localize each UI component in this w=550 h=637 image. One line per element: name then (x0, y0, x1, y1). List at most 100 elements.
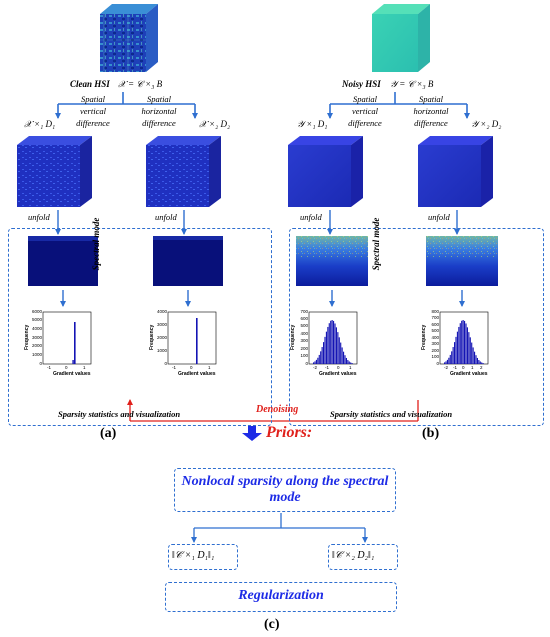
axis-tick-label: 400 (431, 334, 439, 340)
regularization-text: Regularization (238, 588, 324, 603)
noisy-grad-v-label: 𝒴 ×₁ D₁ (297, 119, 328, 129)
hist-bar (448, 357, 450, 364)
axis-tick-label: 6000 (31, 308, 42, 314)
panel-label-a: (a) (100, 426, 117, 441)
axis-tick-label: 300 (300, 338, 308, 344)
hist-bar (313, 362, 315, 364)
axis-tick-label: 1 (349, 365, 352, 370)
axis-tick-label: 0 (65, 365, 68, 370)
nonlocal-sparsity-text: Nonlocal sparsity along the spectral mod… (181, 474, 389, 505)
axis-tick-label: -1 (453, 365, 458, 370)
clean-grad-cube-v (17, 136, 92, 207)
right-branch-arrows (327, 92, 470, 119)
clean-hsi-title: Clean HSI (70, 79, 110, 89)
axis-tick-label: 2000 (31, 343, 42, 349)
hist-bar (328, 323, 330, 364)
noisy-hsi-title: Noisy HSI (342, 79, 381, 89)
axis-tick-label: 2000 (156, 334, 167, 340)
hist-bar (445, 361, 447, 364)
clean-spectral-mode-label: Spectral mode (91, 217, 101, 271)
unfold-label: unfold (155, 212, 177, 222)
axis-tick-label: -2 (444, 365, 449, 370)
axis-tick-label: 200 (431, 347, 439, 353)
axis-tick-label: 300 (431, 341, 439, 346)
axis-tick-label: 100 (431, 354, 439, 359)
hist-bar (314, 361, 316, 364)
noisy-hsi-cube (372, 4, 430, 72)
hist-bar (318, 354, 320, 364)
hist-bar (343, 351, 345, 364)
clean-hsi-cube (100, 4, 158, 72)
axis-tick-label: 100 (300, 353, 308, 359)
histogram-xlabel: Gradient values (53, 371, 91, 377)
hist-bar (476, 357, 478, 364)
hist-bar (72, 360, 74, 364)
hist-bar (444, 362, 446, 364)
hist-bar (323, 342, 325, 364)
hist-bar (325, 331, 327, 364)
hist-bar (466, 327, 468, 364)
noisy-horizontal-diff-label: Spatial horizontal difference (413, 94, 449, 128)
clean-mode-image-1 (28, 236, 98, 286)
axis-tick-label: -1 (325, 365, 330, 370)
hist-bar (459, 323, 461, 364)
histogram-noisy-h (439, 311, 489, 365)
prior-tree-arrows (191, 513, 368, 543)
axis-tick-label: 4000 (156, 308, 167, 314)
hist-bar (344, 355, 346, 364)
noisy-grad-cube-h (418, 136, 493, 207)
hist-bar (465, 323, 467, 364)
histogram-xlabel: Gradient values (450, 371, 488, 377)
clean-mode-image-2 (153, 236, 223, 286)
hist-bar (462, 320, 464, 364)
histogram-ylabel: Frequency (290, 324, 296, 350)
axis-tick-label: 3000 (31, 334, 42, 340)
hist-bar (472, 347, 474, 364)
hist-bar (350, 362, 352, 364)
histogram-noisy-v (308, 311, 358, 365)
hist-bar (456, 331, 458, 364)
hist-bar (461, 320, 463, 364)
hist-bar (482, 363, 484, 364)
noisy-box-caption: Sparsity statistics and visualization (330, 409, 453, 419)
norm2-text: ‖𝒞 ×₂ D₂‖₁ (332, 550, 375, 561)
hist-bar (347, 360, 349, 364)
axis-tick-label: 1000 (156, 347, 167, 353)
hist-bar (481, 362, 483, 364)
axis-tick-label: -2 (313, 365, 318, 370)
hist-bar (471, 342, 473, 364)
histogram-ylabel: Frequency (24, 324, 30, 350)
axis-tick-label: -1 (47, 365, 52, 370)
hist-bar (449, 354, 451, 364)
hist-bar (315, 359, 317, 364)
hist-bar (330, 320, 332, 364)
noisy-grad-cube-v (288, 136, 363, 207)
axis-tick-label: 500 (431, 328, 439, 333)
hist-bar (351, 363, 353, 364)
nonlocal-sparsity-box (174, 468, 396, 512)
hist-bar (454, 342, 456, 364)
left-branch-arrows (55, 92, 198, 119)
noisy-vertical-diff-label: Spatial vertical difference (348, 94, 382, 128)
hist-bar (340, 342, 342, 364)
histogram-clean-v (42, 311, 92, 365)
hist-bar (327, 326, 329, 364)
clean-horizontal-diff-label: Spatial horizontal difference (141, 94, 177, 128)
hist-bar (479, 361, 481, 364)
axis-tick-label: 0 (190, 365, 193, 370)
noisy-mode-image-2 (426, 236, 498, 286)
axis-tick-label: 2 (480, 365, 483, 370)
hist-bar (335, 327, 337, 364)
hist-bar (324, 336, 326, 364)
hist-bar (474, 351, 476, 364)
axis-tick-label: 700 (300, 308, 308, 314)
hist-bar (334, 323, 336, 364)
denoising-label: Denoising (256, 404, 299, 415)
axis-tick-label: 4000 (31, 325, 42, 331)
hist-bar (458, 326, 460, 364)
clean-box-caption: Sparsity statistics and visualization (58, 409, 181, 419)
hist-bar (337, 332, 339, 364)
priors-label: Priors: (266, 424, 313, 441)
axis-tick-label: 1000 (31, 351, 42, 357)
axis-tick-label: 0 (337, 365, 340, 370)
